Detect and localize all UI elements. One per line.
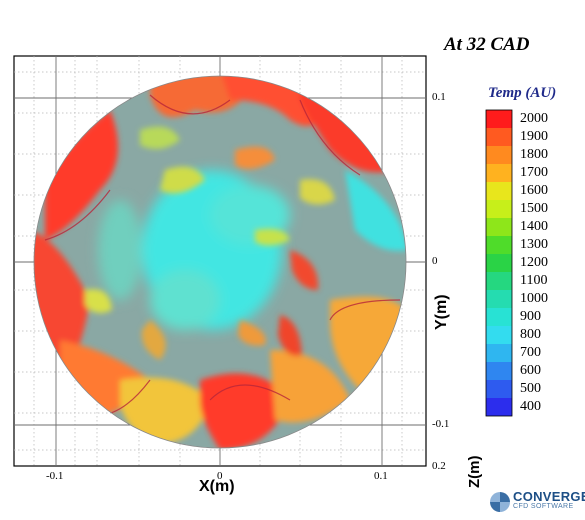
converge-logo-icon (490, 492, 510, 512)
legend-level-label: 1400 (520, 219, 548, 234)
legend-swatch (486, 344, 512, 362)
legend-border (485, 109, 513, 417)
cylinder-boundary (33, 75, 407, 449)
legend-swatch (486, 308, 512, 326)
legend-swatch (486, 362, 512, 380)
legend-level-label: 2000 (520, 111, 548, 126)
legend-level-label: 600 (520, 363, 541, 378)
legend-level-label: 1300 (520, 237, 548, 252)
legend-swatch (486, 110, 512, 128)
legend-level-label: 1500 (520, 201, 548, 216)
legend-swatch (486, 182, 512, 200)
legend-level-label: 800 (520, 327, 541, 342)
legend-level-label: 1900 (520, 129, 548, 144)
plot-title: At 32 CAD (444, 34, 530, 55)
x-tick-label: 0.1 (374, 470, 388, 482)
logo-main-text: CONVERGE (513, 489, 585, 504)
legend-swatch (486, 290, 512, 308)
legend-swatch (486, 398, 512, 416)
legend-swatch (486, 218, 512, 236)
legend-level-label: 400 (520, 399, 541, 414)
legend-level-label: 900 (520, 309, 541, 324)
legend-swatch (486, 128, 512, 146)
legend-level-label: 1600 (520, 183, 548, 198)
legend-colorbar (485, 109, 513, 417)
legend-level-label: 1100 (520, 273, 548, 288)
legend-level-label: 500 (520, 381, 541, 396)
legend-swatch (486, 326, 512, 344)
legend-swatch (486, 272, 512, 290)
legend-swatch (486, 146, 512, 164)
z-tick-label: 0.2 (432, 460, 446, 472)
logo-sub-text: CFD SOFTWARE (513, 503, 574, 510)
x-tick-label: 0 (217, 470, 223, 482)
x-tick-label: -0.1 (46, 470, 64, 482)
legend-level-label: 1700 (520, 165, 548, 180)
y-tick-label: 0 (432, 255, 438, 267)
legend-swatch (486, 164, 512, 182)
legend-level-label: 1000 (520, 291, 548, 306)
legend-swatch (486, 236, 512, 254)
legend-swatch (486, 254, 512, 272)
temperature-field (34, 76, 406, 448)
x-axis-label: X(m) (199, 478, 235, 495)
legend-swatch (486, 380, 512, 398)
legend-level-label: 700 (520, 345, 541, 360)
y-axis-label: Y(m) (433, 294, 450, 330)
legend-level-label: 1200 (520, 255, 548, 270)
legend-level-label: 1800 (520, 147, 548, 162)
y-tick-label: 0.1 (432, 91, 446, 103)
y-tick-label: -0.1 (432, 418, 450, 430)
legend-title: Temp (AU) (488, 85, 557, 101)
legend-swatch (486, 200, 512, 218)
z-axis-label: Z(m) (466, 455, 483, 489)
converge-logo: CONVERGE CFD SOFTWARE (490, 489, 585, 512)
